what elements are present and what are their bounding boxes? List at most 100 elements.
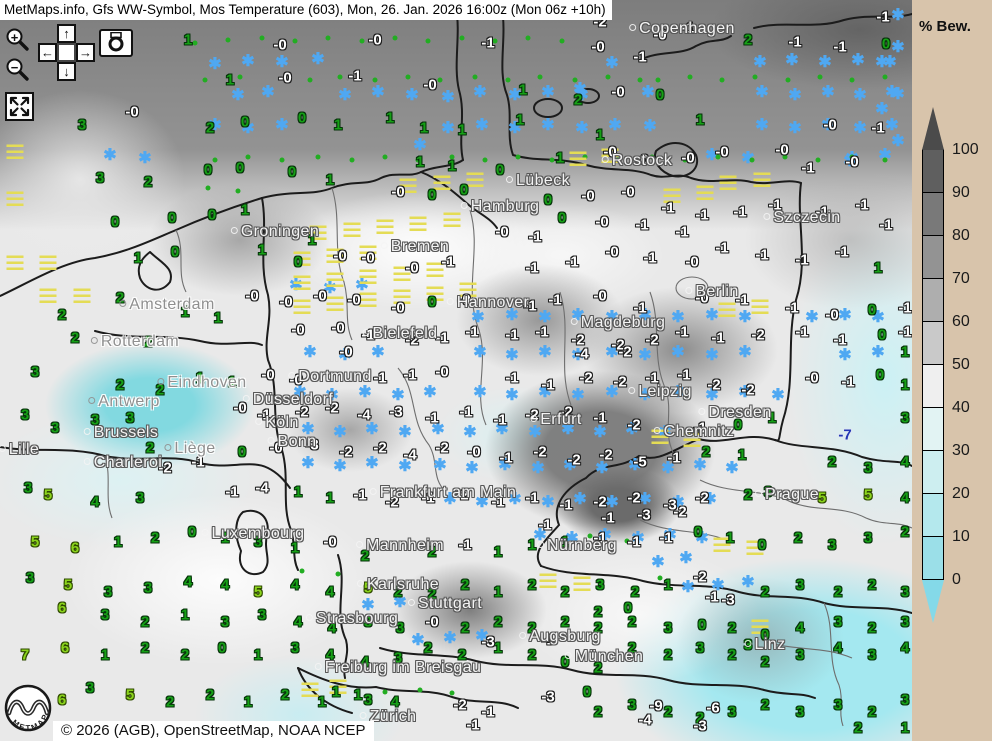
snow-symbol: ✱ xyxy=(885,117,899,134)
fog-symbol xyxy=(663,188,681,204)
snow-symbol: ✱ xyxy=(411,632,425,649)
rain-dot-symbol xyxy=(307,77,313,83)
temp-value: 6 xyxy=(57,599,67,617)
snow-symbol: ✱ xyxy=(241,120,255,137)
temp-value: -1 xyxy=(481,34,495,52)
temp-value: 3 xyxy=(900,583,910,601)
snow-symbol: ✱ xyxy=(541,84,555,101)
legend-tick-label: 60 xyxy=(952,313,970,330)
temp-value: 2 xyxy=(743,31,753,49)
temp-value: 1 xyxy=(555,149,565,167)
temp-value: -0 xyxy=(825,306,839,324)
city-marker-icon xyxy=(755,490,762,497)
city-marker-icon xyxy=(314,663,322,670)
rain-dot-symbol xyxy=(655,77,661,83)
temp-value: 1 xyxy=(527,536,537,554)
snow-symbol: ✱ xyxy=(508,87,522,104)
temp-value: -1 xyxy=(898,299,912,317)
city-label: Erfurt xyxy=(530,411,582,429)
rain-dot-symbol xyxy=(882,74,888,80)
temp-value: 3 xyxy=(135,489,145,507)
temp-value: 4 xyxy=(900,639,910,657)
zoom-out-button[interactable]: − xyxy=(5,57,31,83)
city-marker-icon xyxy=(369,488,377,495)
snow-symbol: ✱ xyxy=(598,527,612,544)
rain-dot-symbol xyxy=(425,38,431,44)
temp-value: 1 xyxy=(325,489,335,507)
snow-symbol: ✱ xyxy=(471,309,485,326)
legend-tick-label: 0 xyxy=(952,571,961,588)
temp-value: 0 xyxy=(877,326,887,344)
temp-value: 3 xyxy=(795,703,805,721)
pan-up-button[interactable]: ↑ xyxy=(57,24,76,43)
snow-symbol: ✱ xyxy=(738,384,752,401)
temp-value: -0 xyxy=(845,153,859,171)
temp-value: 2 xyxy=(427,585,437,603)
zoom-in-button[interactable]: + xyxy=(5,27,31,53)
temp-value: 0 xyxy=(557,209,567,227)
temp-value: 1 xyxy=(183,31,193,49)
temp-value: -0 xyxy=(653,26,667,44)
pan-left-button[interactable]: ← xyxy=(38,43,57,62)
temp-value: -0 xyxy=(435,363,449,381)
temp-value: 5 xyxy=(63,576,73,594)
snow-symbol: ✱ xyxy=(463,424,477,441)
temp-value: -0 xyxy=(611,83,625,101)
temp-value: 2 xyxy=(493,613,503,631)
snow-symbol: ✱ xyxy=(303,344,317,361)
rain-dot-symbol xyxy=(882,157,888,163)
temp-value: 0 xyxy=(757,536,767,554)
legend-tick-label: 10 xyxy=(952,528,970,545)
temp-value: -0 xyxy=(245,287,259,305)
temp-value: 3 xyxy=(95,169,105,187)
temp-value: 2 xyxy=(593,659,603,677)
snow-symbol: ✱ xyxy=(333,458,347,475)
temp-value: 0 xyxy=(693,523,703,541)
fullscreen-button[interactable] xyxy=(5,92,34,121)
temp-value: 4 xyxy=(360,653,370,671)
temp-value: 3 xyxy=(627,696,637,714)
temp-value: 0 xyxy=(187,523,197,541)
fog-symbol xyxy=(326,296,344,312)
temp-value: 2 xyxy=(630,583,640,601)
temp-value: 3 xyxy=(290,639,300,657)
fog-symbol xyxy=(426,286,444,302)
rain-dot-symbol xyxy=(637,77,643,83)
temp-value: -1 xyxy=(876,8,890,26)
fog-symbol xyxy=(393,289,411,305)
snow-symbol: ✱ xyxy=(275,117,289,134)
snow-symbol: ✱ xyxy=(595,460,609,477)
temp-value: 5 xyxy=(125,686,135,704)
temp-value: -1 xyxy=(541,376,555,394)
city-marker-icon xyxy=(446,298,454,305)
temp-value: -1 xyxy=(505,369,519,387)
temp-value: 3 xyxy=(695,639,705,657)
snow-symbol: ✱ xyxy=(571,347,585,364)
city-marker-icon xyxy=(628,387,636,394)
pan-right-button[interactable]: → xyxy=(76,43,95,62)
temp-value: 2 xyxy=(140,639,150,657)
screenshot-button[interactable] xyxy=(99,29,133,57)
snow-symbol: ✱ xyxy=(573,81,587,98)
snow-symbol: ✱ xyxy=(593,424,607,441)
temp-value: 2 xyxy=(593,703,603,721)
temp-value: 0 xyxy=(881,35,891,53)
pan-down-button[interactable]: ↓ xyxy=(57,62,76,81)
snow-symbol: ✱ xyxy=(293,384,307,401)
snow-symbol: ✱ xyxy=(208,117,222,134)
legend-color-segment xyxy=(922,493,944,537)
fog-symbol xyxy=(376,219,394,235)
temp-value: 7 xyxy=(20,646,30,664)
temp-value: 0 xyxy=(623,599,633,617)
weather-map[interactable]: ✱ ✱ ✱ ✱ ✱ ✱ ✱ ✱ ✱ ✱ ✱ ✱ ✱ ✱ ✱ ✱ ✱ ✱ ✱ ✱ ✱ ✱ ✱ ✱ ✱ ✱ ✱ ✱ ✱ ✱ ✱ ✱ ✱ ✱ ✱ ✱ ✱ ✱ ✱ ✱… xyxy=(0,0,912,741)
city-label: Eindhoven xyxy=(157,374,246,392)
temp-value: -3 xyxy=(389,403,403,421)
snow-symbol: ✱ xyxy=(538,309,552,326)
temp-value: 3 xyxy=(727,703,737,721)
temp-value: 2 xyxy=(57,306,67,324)
temp-value: -0 xyxy=(125,103,139,121)
rain-dot-symbol xyxy=(292,38,298,44)
temp-value: 2 xyxy=(853,719,863,737)
temp-value: 0 xyxy=(237,443,247,461)
temp-value: 1 xyxy=(385,109,395,127)
